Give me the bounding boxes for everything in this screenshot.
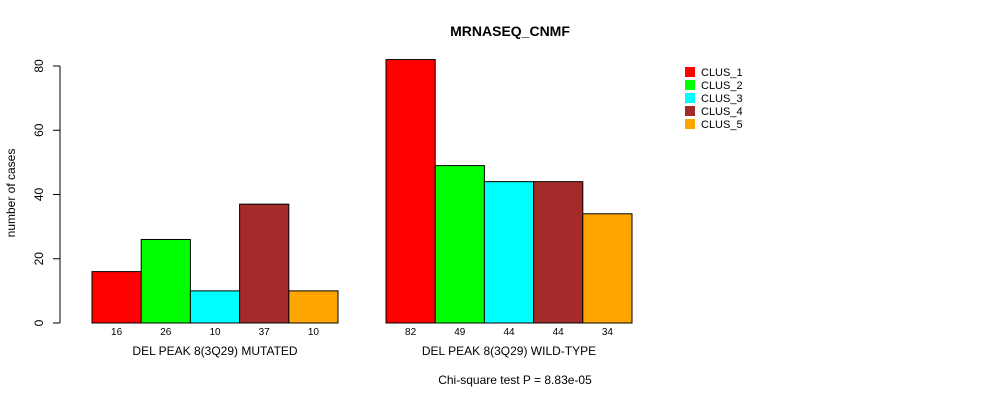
bar-value-labels: 16 26 10 37 10 82 49 44 44 34	[111, 327, 613, 338]
bar-value-label: 82	[405, 327, 417, 338]
bar-clus-1-group-2	[385, 59, 436, 324]
bar-clus-5-group-2	[582, 213, 633, 324]
group-label: DEL PEAK 8(3Q29) MUTATED	[132, 344, 297, 358]
bar-clus-2-group-1	[140, 238, 191, 324]
legend-entry: CLUS_4	[701, 106, 743, 118]
bar-value-label: 49	[454, 327, 466, 338]
bar-clus-4-group-1	[239, 203, 290, 324]
y-axis-label: number of cases	[4, 149, 18, 238]
legend-swatch	[685, 80, 695, 90]
group-label: DEL PEAK 8(3Q29) WILD-TYPE	[422, 344, 596, 358]
y-tick-label: 40	[32, 188, 46, 202]
bar-value-label: 44	[553, 327, 565, 338]
chart-title: MRNASEQ_CNMF	[450, 23, 570, 39]
bar-clus-2-group-2	[434, 165, 485, 324]
bars	[91, 59, 633, 324]
bar-clus-3-group-1	[189, 290, 241, 324]
legend-entry: CLUS_5	[701, 119, 743, 131]
bar-clus-1-group-1	[91, 271, 142, 324]
y-tick-label: 20	[32, 252, 46, 266]
bar-value-label: 10	[209, 327, 221, 338]
legend-swatch	[685, 119, 695, 129]
legend-entry: CLUS_1	[701, 67, 743, 79]
bar-value-label: 34	[602, 327, 614, 338]
legend-entry: CLUS_3	[701, 93, 743, 105]
legend-swatch	[685, 67, 695, 77]
bar-value-label: 44	[503, 327, 515, 338]
y-tick-label: 80	[32, 59, 46, 73]
legend-swatch	[685, 93, 695, 103]
legend-entry: CLUS_2	[701, 80, 743, 92]
y-tick-label: 0	[32, 319, 46, 326]
bar-clus-5-group-1	[288, 290, 339, 324]
legend-swatch	[685, 106, 695, 116]
bar-value-label: 26	[160, 327, 172, 338]
y-axis: 0 20 40 60 80	[32, 59, 61, 326]
group-labels: DEL PEAK 8(3Q29) MUTATED DEL PEAK 8(3Q29)…	[132, 344, 596, 358]
chi-square-footer: Chi-square test P = 8.83e-05	[438, 373, 592, 387]
bar-clus-3-group-2	[483, 181, 535, 324]
y-tick-label: 60	[32, 123, 46, 137]
bar-value-label: 10	[308, 327, 320, 338]
bar-clus-4-group-2	[533, 181, 584, 324]
bar-value-label: 16	[111, 327, 123, 338]
bar-value-label: 37	[259, 327, 271, 338]
